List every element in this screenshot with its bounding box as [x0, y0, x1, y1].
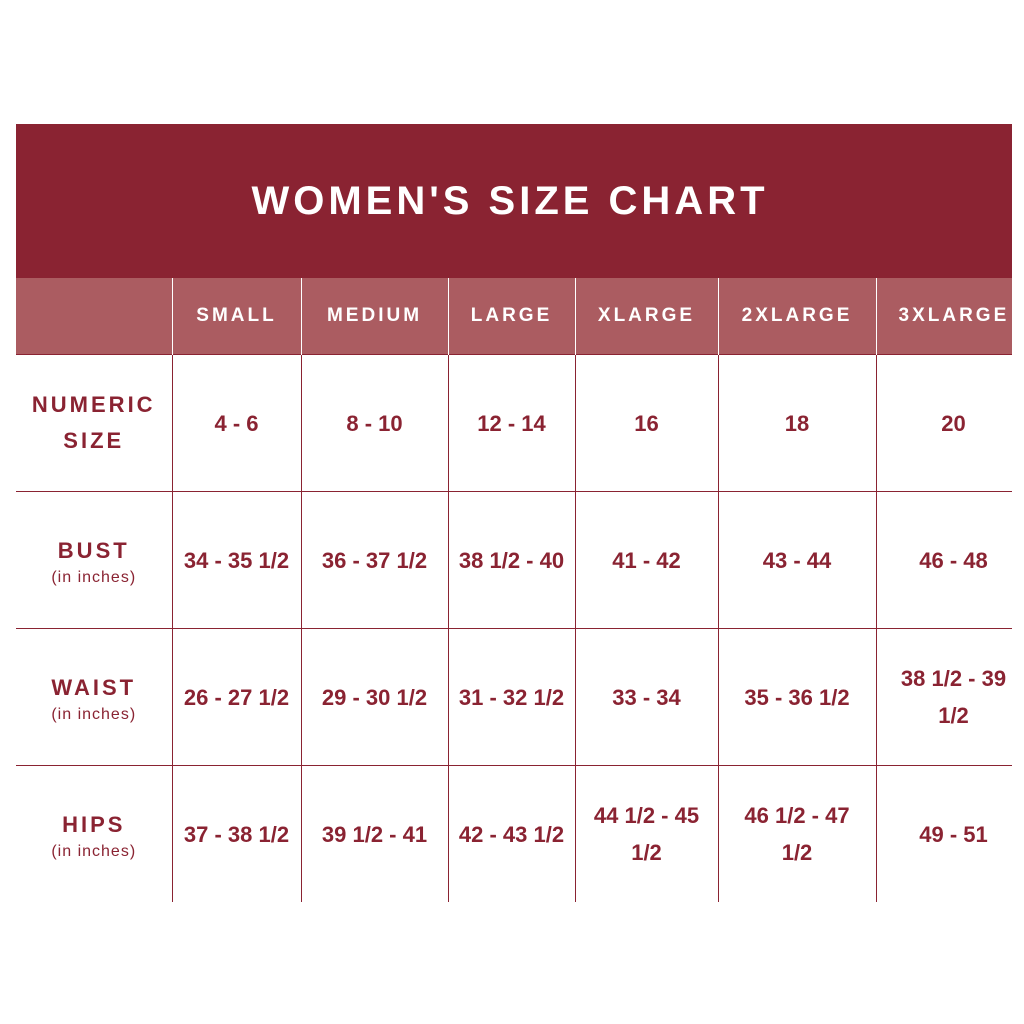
size-table: SMALL MEDIUM LARGE XLARGE 2XLARGE 3XLARG…: [16, 278, 1012, 902]
cell-value: 38 1/2 - 39 1/2: [900, 666, 1007, 728]
table-cell: 31 - 32 1/2: [447, 628, 576, 766]
title-bar: WOMEN'S SIZE CHART: [16, 124, 1012, 278]
header-cell-large: LARGE: [447, 278, 575, 355]
size-chart: WOMEN'S SIZE CHART SMALL MEDIUM LARGE XL…: [16, 124, 1012, 902]
row-unit: (in inches): [51, 706, 137, 723]
table-cell: 29 - 30 1/2: [300, 628, 449, 766]
cell-value: 49 - 51: [919, 821, 988, 847]
table-cell: 16: [574, 354, 719, 492]
table-cell: 26 - 27 1/2: [171, 628, 302, 766]
row-header: BUST (in inches): [16, 491, 173, 629]
cell-value: 26 - 27 1/2: [183, 684, 290, 710]
table-cell: 46 - 48: [875, 491, 1012, 629]
table-cell: 39 1/2 - 41: [300, 765, 449, 902]
cell-value: 39 1/2 - 41: [321, 821, 428, 847]
header-cell-empty: [16, 278, 172, 355]
table-cell: 18: [717, 354, 877, 492]
cell-value: 42 - 43 1/2: [458, 821, 565, 847]
row-header: NUMERIC SIZE: [16, 354, 173, 492]
table-cell: 37 - 38 1/2: [171, 765, 302, 902]
table-cell: 20: [875, 354, 1012, 492]
row-header: HIPS (in inches): [16, 765, 173, 902]
header-cell-medium: MEDIUM: [300, 278, 448, 355]
cell-value: 46 - 48: [919, 547, 988, 573]
cell-value: 44 1/2 - 45 1/2: [593, 803, 700, 865]
cell-value: 8 - 10: [346, 410, 403, 436]
table-cell: 36 - 37 1/2: [300, 491, 449, 629]
table-cell: 44 1/2 - 45 1/2: [574, 765, 719, 902]
header-row: SMALL MEDIUM LARGE XLARGE 2XLARGE 3XLARG…: [16, 278, 1012, 355]
cell-value: 4 - 6: [214, 410, 259, 436]
table-cell: 33 - 34: [574, 628, 719, 766]
table-cell: 34 - 35 1/2: [171, 491, 302, 629]
table-cell: 42 - 43 1/2: [447, 765, 576, 902]
cell-value: 29 - 30 1/2: [321, 684, 428, 710]
row-header: WAIST (in inches): [16, 628, 173, 766]
header-cell-3xlarge: 3XLARGE: [875, 278, 1012, 355]
table-row-waist: WAIST (in inches) 26 - 27 1/2 29 - 30 1/…: [16, 628, 1012, 766]
chart-title: WOMEN'S SIZE CHART: [251, 178, 769, 223]
table-cell: 8 - 10: [300, 354, 449, 492]
table-cell: 38 1/2 - 40: [447, 491, 576, 629]
cell-value: 43 - 44: [762, 547, 832, 573]
row-label: WAIST: [51, 675, 137, 700]
table-cell: 46 1/2 - 47 1/2: [717, 765, 877, 902]
cell-value: 38 1/2 - 40: [458, 547, 565, 573]
row-unit: (in inches): [51, 569, 137, 586]
table-cell: 43 - 44: [717, 491, 877, 629]
table-cell: 38 1/2 - 39 1/2: [875, 628, 1012, 766]
row-label: HIPS: [62, 812, 126, 837]
cell-value: 41 - 42: [612, 547, 681, 573]
table-cell: 4 - 6: [171, 354, 302, 492]
row-label: NUMERIC SIZE: [31, 392, 156, 453]
header-cell-2xlarge: 2XLARGE: [717, 278, 876, 355]
cell-value: 18: [784, 410, 810, 436]
cell-value: 12 - 14: [477, 410, 546, 436]
row-label: BUST: [57, 538, 130, 563]
table-cell: 49 - 51: [875, 765, 1012, 902]
cell-value: 46 1/2 - 47 1/2: [744, 803, 850, 865]
cell-value: 37 - 38 1/2: [183, 821, 290, 847]
cell-value: 34 - 35 1/2: [183, 547, 290, 573]
cell-value: 20: [941, 410, 966, 436]
table-cell: 41 - 42: [574, 491, 719, 629]
row-unit: (in inches): [51, 843, 137, 860]
table-cell: 35 - 36 1/2: [717, 628, 877, 766]
table-cell: 12 - 14: [447, 354, 576, 492]
header-cell-xlarge: XLARGE: [574, 278, 718, 355]
cell-value: 35 - 36 1/2: [744, 684, 850, 710]
cell-value: 36 - 37 1/2: [321, 547, 428, 573]
header-cell-small: SMALL: [171, 278, 301, 355]
table-row-bust: BUST (in inches) 34 - 35 1/2 36 - 37 1/2…: [16, 491, 1012, 629]
table-row-hips: HIPS (in inches) 37 - 38 1/2 39 1/2 - 41…: [16, 765, 1012, 902]
cell-value: 33 - 34: [612, 684, 681, 710]
table-row-numeric-size: NUMERIC SIZE 4 - 6 8 - 10 12 - 14 16 18 …: [16, 354, 1012, 492]
cell-value: 31 - 32 1/2: [458, 684, 565, 710]
cell-value: 16: [634, 410, 659, 436]
